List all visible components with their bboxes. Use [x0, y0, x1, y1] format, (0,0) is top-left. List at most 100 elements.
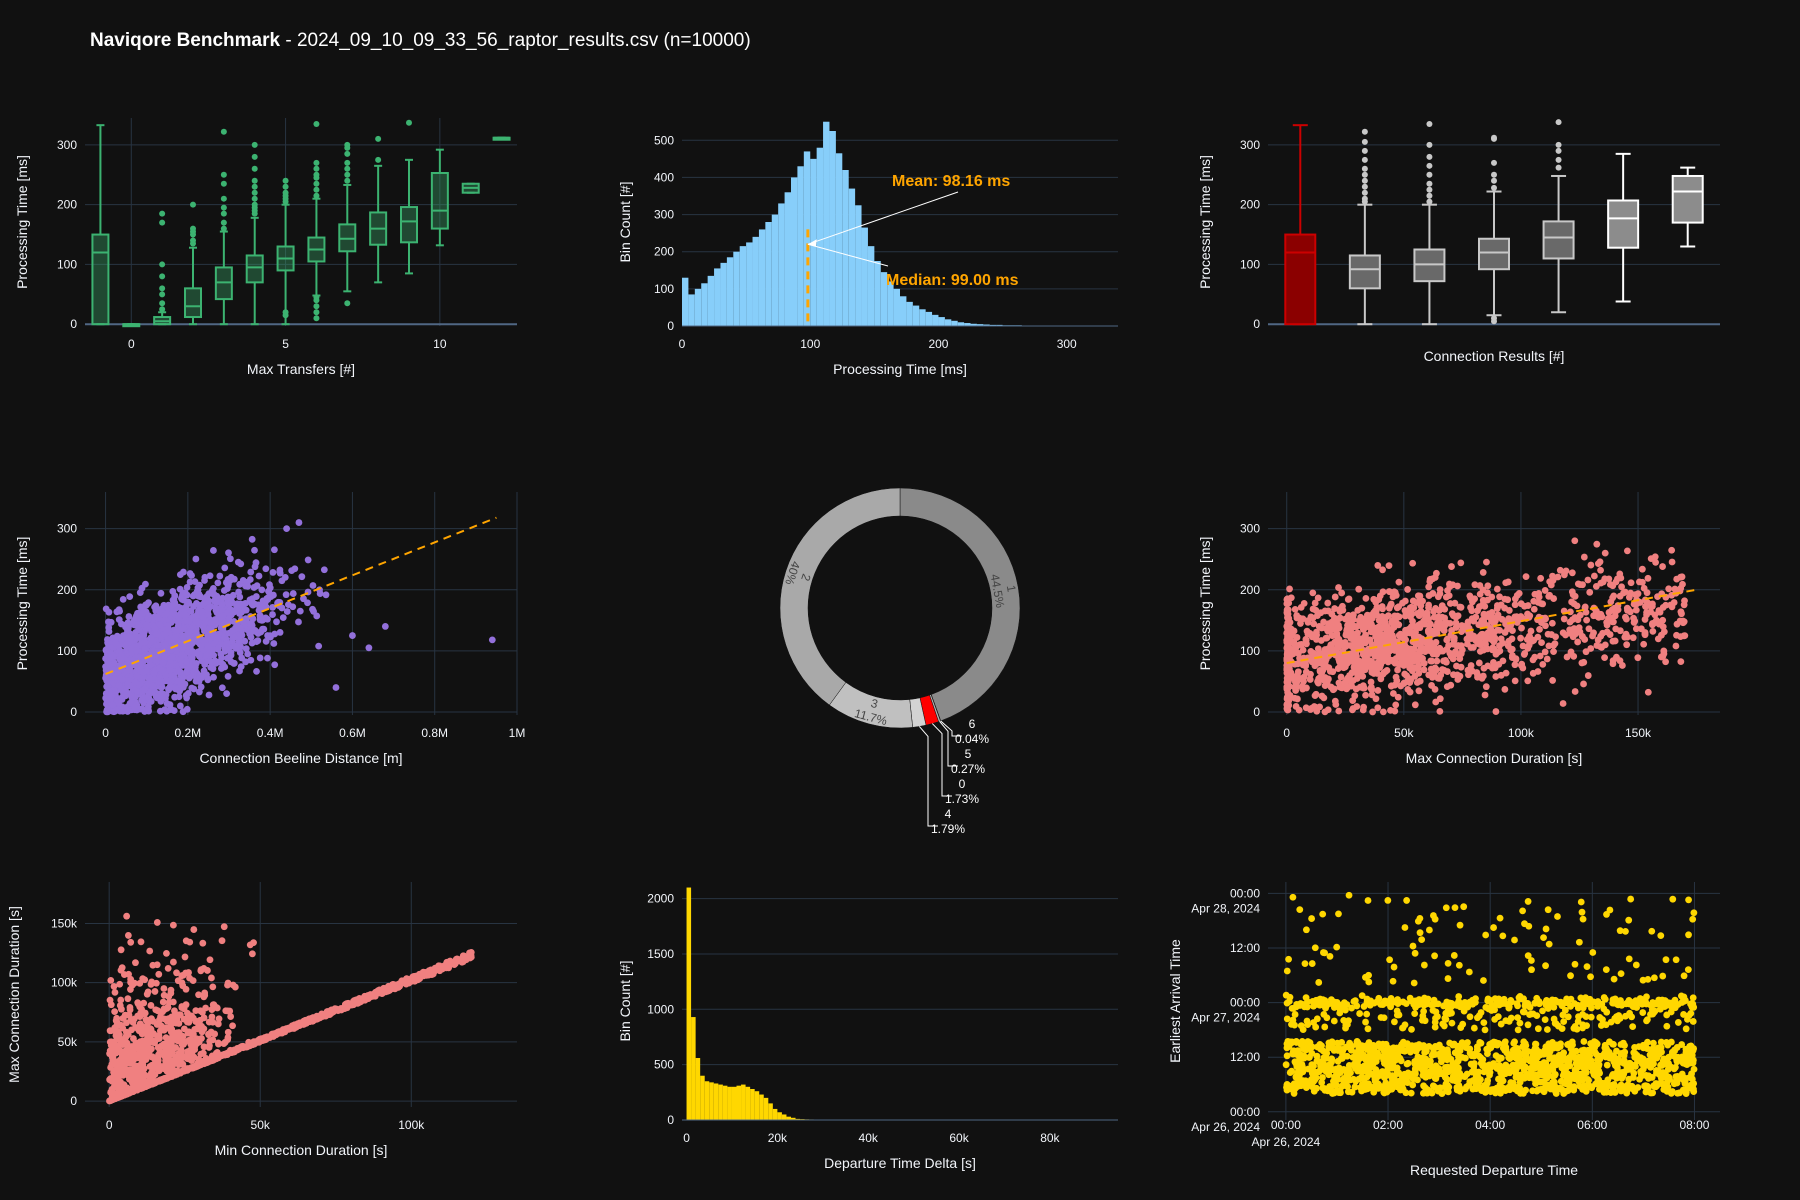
scatter-point: [259, 616, 267, 624]
box-body: [1478, 237, 1510, 271]
scatter-point: [155, 1032, 163, 1039]
scatter-point: [180, 1025, 188, 1033]
scatter-point: [221, 663, 229, 671]
outlier-point: [190, 237, 196, 244]
scatter-point: [1571, 592, 1579, 600]
scatter-point: [197, 1050, 205, 1058]
scatter-point: [170, 958, 177, 966]
scatter-point: [250, 627, 258, 635]
scatter-point: [1497, 635, 1505, 643]
scatter-points: [1282, 891, 1698, 1097]
scatter-point: [154, 652, 162, 660]
scatter-point: [211, 1030, 219, 1038]
scatter-point: [1623, 641, 1631, 649]
histogram-bar: [970, 323, 977, 326]
scatter-point: [1634, 654, 1642, 662]
scatter-point: [155, 1051, 162, 1059]
scatter-point: [1434, 619, 1441, 627]
scatter-point: [209, 983, 217, 991]
scatter-point: [1620, 589, 1627, 597]
scatter-point: [135, 621, 143, 629]
scatter-point: [1582, 648, 1590, 656]
outlier-point: [1491, 177, 1497, 184]
scatter-point: [147, 1002, 155, 1009]
histogram-bar: [900, 296, 907, 326]
scatter-point: [1513, 619, 1521, 626]
scatter-point: [224, 646, 232, 654]
scatter-point: [1318, 660, 1326, 668]
scatter-point: [179, 644, 187, 652]
scatter-point: [1640, 640, 1648, 648]
scatter-point: [230, 659, 238, 667]
scatter-point: [106, 1038, 114, 1046]
scatter-point: [199, 613, 207, 621]
scatter-point: [129, 1018, 137, 1026]
scatter-point: [198, 1022, 205, 1030]
scatter-point: [195, 991, 202, 999]
outlier-point: [220, 195, 227, 202]
outlier-point: [1555, 156, 1562, 163]
scatter-point: [146, 657, 154, 664]
scatter-point: [1464, 618, 1472, 626]
scatter-point: [315, 642, 323, 650]
scatter-point: [124, 681, 131, 689]
scatter-point: [125, 667, 133, 674]
y-axis-title: Bin Count [#]: [617, 961, 633, 1042]
x-tick-label: 0: [679, 337, 686, 351]
scatter-point: [1360, 651, 1368, 659]
x-tick-label: 100k: [398, 1118, 425, 1132]
scatter-point: [1425, 604, 1432, 611]
scatter-point: [117, 1021, 125, 1029]
scatter-point: [1511, 661, 1519, 669]
scatter-point: [1392, 701, 1400, 709]
y-tick-label: 100: [1240, 257, 1260, 271]
scatter-point: [1294, 668, 1302, 676]
scatter-point: [1493, 602, 1501, 609]
scatter-point: [1314, 594, 1322, 602]
scatter-point: [185, 1037, 193, 1044]
scatter-point: [200, 964, 208, 972]
scatter-point: [109, 1073, 117, 1081]
scatter-point: [252, 593, 260, 600]
outlier-point: [344, 177, 351, 184]
scatter-point: [1374, 562, 1382, 569]
scatter-point: [159, 659, 167, 666]
histogram-bar: [777, 1112, 782, 1120]
x-tick-label: 1M: [509, 726, 526, 740]
scatter-point: [1440, 666, 1448, 674]
scatter-point: [149, 1053, 156, 1061]
scatter-point: [1659, 652, 1667, 660]
scatter-point: [141, 685, 148, 693]
scatter-point: [1564, 1013, 1572, 1021]
scatter-point: [1436, 586, 1444, 593]
scatter-point: [1603, 621, 1611, 629]
scatter-point: [1665, 585, 1673, 593]
scatter-point: [1586, 588, 1594, 596]
scatter-point: [149, 1080, 157, 1088]
scatter-point: [1496, 593, 1503, 601]
x-tick-label: 10: [433, 337, 447, 351]
scatter-point: [214, 1020, 222, 1028]
scatter-point: [309, 582, 317, 589]
scatter-point: [199, 939, 207, 947]
scatter-point: [183, 583, 191, 591]
scatter-point: [131, 679, 139, 686]
scatter-point: [150, 669, 158, 677]
scatter-point: [367, 991, 374, 998]
scatter-point: [137, 938, 145, 946]
scatter-point: [1353, 652, 1360, 660]
scatter-point: [205, 691, 213, 699]
scatter-point: [1635, 578, 1643, 586]
scatter-point: [1419, 597, 1426, 605]
y-tick-label: 200: [57, 583, 77, 597]
scatter-point: [141, 1009, 149, 1017]
y-axis-title: Processing Time [ms]: [14, 155, 30, 289]
scatter-point: [1313, 636, 1320, 643]
y-tick-label: 12:00: [1230, 941, 1260, 955]
histogram-bar: [745, 1086, 751, 1120]
scatter-point: [1599, 629, 1607, 637]
scatter-point: [182, 612, 189, 620]
scatter-point: [141, 645, 149, 653]
scatter-point: [146, 947, 154, 955]
outlier-point: [313, 186, 320, 193]
